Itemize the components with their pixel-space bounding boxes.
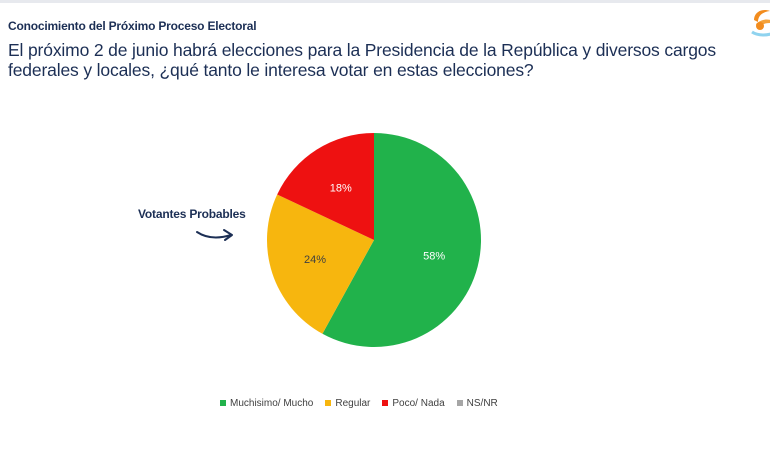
legend-swatch xyxy=(325,400,332,406)
pie-label-regular: 24% xyxy=(304,254,326,266)
curved-arrow-icon xyxy=(196,229,233,241)
pie-slice-regular xyxy=(267,194,374,334)
legend-label: Muchisimo/ Mucho xyxy=(230,397,314,409)
pie-slice-muchisimo-mucho xyxy=(322,133,482,347)
chart-legend: Muchisimo/ Mucho Regular Poco/ Nada NS/NR xyxy=(220,396,498,410)
legend-item-ns-nr: NS/NR xyxy=(456,397,498,409)
legend-item-poco-nada: Poco/ Nada xyxy=(382,397,445,409)
pie-label-muchisimo-mucho: 58% xyxy=(423,250,445,262)
top-border xyxy=(0,0,770,3)
legend-label: NS/NR xyxy=(466,397,498,409)
legend-label: Poco/ Nada xyxy=(392,397,445,409)
brand-logo-icon xyxy=(751,10,770,37)
legend-swatch xyxy=(456,400,463,406)
pie-label-poco-nada: 18% xyxy=(330,183,352,195)
survey-question: El próximo 2 de junio habrá elecciones p… xyxy=(8,40,716,80)
pie-slice-poco-nada xyxy=(277,133,374,240)
legend-swatch xyxy=(220,400,226,406)
section-title: Conocimiento del Próximo Proceso Elector… xyxy=(8,19,257,33)
legend-label: Regular xyxy=(335,397,371,409)
legend-item-muchisimo-mucho: Muchisimo/ Mucho xyxy=(220,398,313,409)
legend-swatch xyxy=(382,400,389,406)
annotation-label: Votantes Probables xyxy=(138,207,246,221)
legend-item-regular: Regular xyxy=(325,398,370,409)
